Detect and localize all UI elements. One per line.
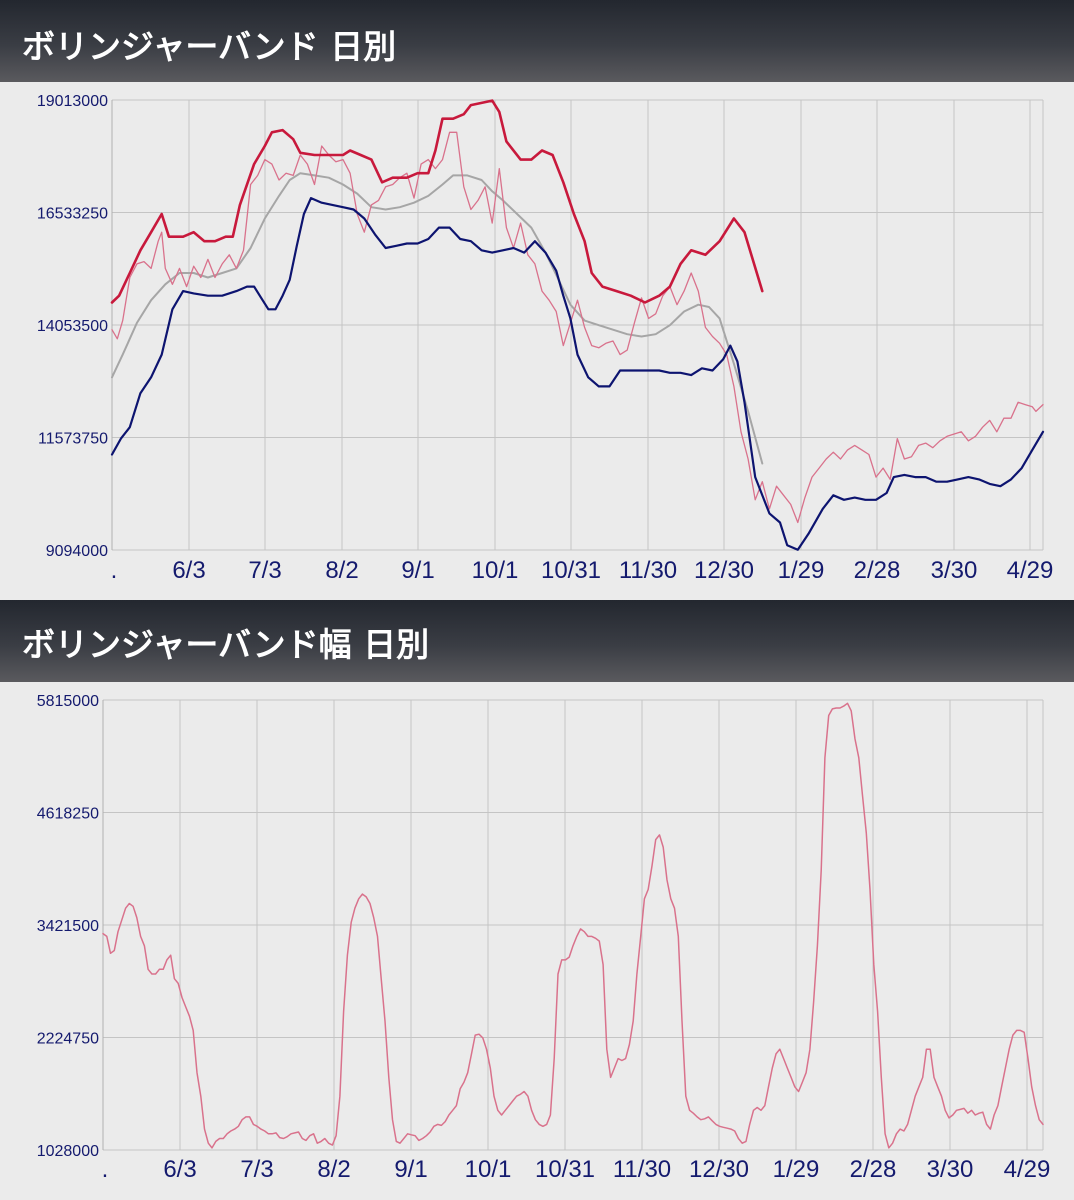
y-tick-label: 1028000 <box>37 1143 99 1160</box>
bollinger-band-chart: 19013000 16533250 14053500 11573750 9094000.… <box>37 93 1054 584</box>
x-tick-label: 3/30 <box>931 557 978 584</box>
x-tick-label: 12/30 <box>689 1156 749 1183</box>
y-tick-label: 14053500 <box>37 318 108 335</box>
bollinger-band-header: ボリンジャーバンド 日別 <box>0 0 1074 82</box>
x-tick-label: 6/3 <box>172 557 205 584</box>
y-tick-label: 5815000 <box>37 693 99 710</box>
x-tick-label: . <box>111 557 118 584</box>
y-tick-label: 4618250 <box>37 806 99 823</box>
x-tick-label: . <box>102 1156 109 1183</box>
price-series-line <box>111 131 1044 524</box>
x-tick-label: 9/1 <box>394 1156 427 1183</box>
y-tick-label: 3421500 <box>37 918 99 935</box>
x-tick-label: 2/28 <box>854 557 901 584</box>
bandwidth-chart: 5815000 4618250 3421500 2224750 1028000. 6/3 7… <box>37 693 1051 1183</box>
y-tick-label: 11573750 <box>38 431 108 448</box>
x-tick-label: 8/2 <box>325 557 358 584</box>
bollinger-band-panel: ボリンジャーバンド 日別 19013000 16533250 14053500 115… <box>0 0 1074 598</box>
x-tick-label: 12/30 <box>694 557 754 584</box>
lower-series-line <box>110 197 1045 551</box>
y-tick-label: 16533250 <box>37 206 108 223</box>
y-tick-label: 9094000 <box>46 543 108 560</box>
y-tick-label: 19013000 <box>37 93 108 110</box>
x-tick-label: 2/28 <box>850 1156 897 1183</box>
x-tick-label: 11/30 <box>619 557 677 584</box>
x-tick-label: 7/3 <box>240 1156 273 1183</box>
bandwidth-header: ボリンジャーバンド幅 日別 <box>0 600 1074 682</box>
x-tick-label: 1/29 <box>778 557 825 584</box>
width-series-line <box>102 702 1044 1149</box>
x-tick-label: 4/29 <box>1007 557 1054 584</box>
x-tick-label: 10/1 <box>465 1156 512 1183</box>
x-tick-label: 9/1 <box>401 557 434 584</box>
x-tick-label: 11/30 <box>613 1156 671 1183</box>
x-tick-label: 10/31 <box>535 1156 595 1183</box>
x-tick-label: 7/3 <box>248 557 281 584</box>
upper-series-line <box>110 99 764 304</box>
x-tick-label: 10/1 <box>472 557 519 584</box>
bandwidth-panel: ボリンジャーバンド幅 日別 5815000 4618250 3421500 22247… <box>0 600 1074 1200</box>
x-tick-label: 3/30 <box>927 1156 974 1183</box>
middle-series-line <box>111 172 764 465</box>
x-tick-label: 6/3 <box>163 1156 196 1183</box>
x-tick-label: 8/2 <box>317 1156 350 1183</box>
x-tick-label: 1/29 <box>773 1156 820 1183</box>
y-tick-label: 2224750 <box>37 1031 99 1048</box>
x-tick-label: 10/31 <box>541 557 601 584</box>
x-tick-label: 4/29 <box>1004 1156 1051 1183</box>
